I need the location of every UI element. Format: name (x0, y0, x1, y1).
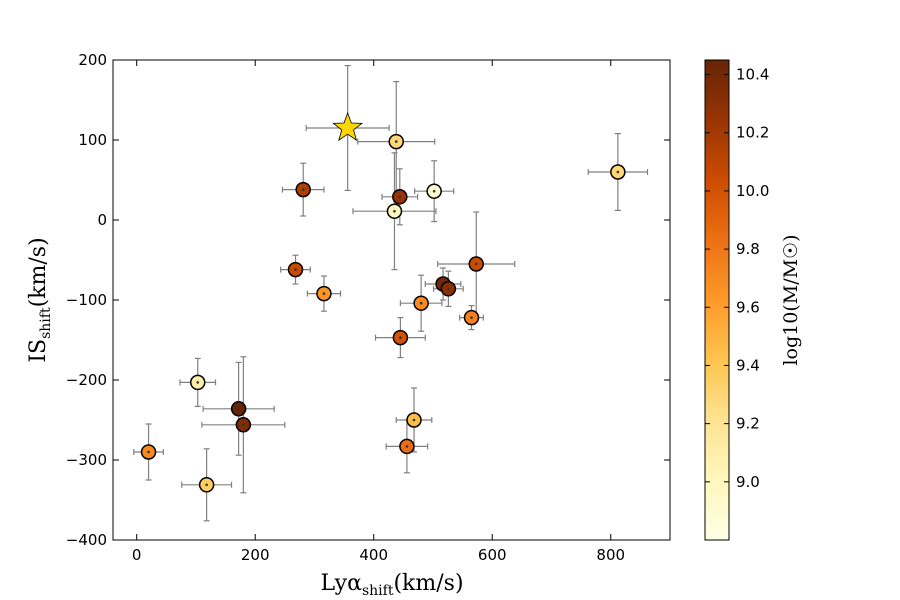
x-tick-label: 0 (132, 546, 142, 564)
x-tick-label: 600 (478, 546, 507, 564)
y-tick-label: −100 (66, 291, 107, 309)
colorbar (704, 59, 730, 541)
x-axis-title: Lyαshift(km/s) (320, 571, 463, 599)
data-point-center-11 (398, 195, 402, 199)
x-tick-label: 400 (359, 546, 388, 564)
y-tick-label: 0 (97, 211, 107, 229)
colorbar-tick-label: 9.2 (736, 415, 760, 433)
data-point-center-2 (196, 381, 200, 384)
data-point-center-20 (474, 262, 478, 266)
data-point-center-5 (242, 423, 245, 427)
y-tick-label: −400 (66, 531, 107, 549)
data-point-center-9 (393, 209, 396, 213)
colorbar-tick-label: 10.2 (736, 124, 769, 142)
plot-area-background (113, 60, 670, 540)
data-point-center-4 (237, 407, 240, 411)
colorbar-tick-label: 9.6 (736, 298, 760, 316)
data-point-center-15 (419, 301, 423, 305)
highlight-star-marker (332, 111, 364, 142)
data-point-center-21 (616, 170, 620, 174)
colorbar-ticks: 9.0 9.2 9.4 9.6 9.8 10.0 10.2 10.4 (705, 66, 769, 491)
data-point-center-6 (294, 268, 297, 271)
colorbar-tick-label: 9.8 (736, 240, 760, 258)
y-tick-label: 100 (78, 131, 107, 149)
data-point-center-3 (205, 483, 208, 487)
y-tick-label: 200 (78, 51, 107, 69)
data-point-center-19 (470, 316, 473, 319)
x-tick-label: 800 (596, 546, 625, 564)
data-markers (140, 111, 626, 493)
x-axis: 0 200 400 600 800 (132, 60, 625, 564)
y-tick-label: −300 (66, 451, 107, 469)
data-point-center-10 (394, 140, 398, 143)
colorbar-tick-label: 10.4 (736, 66, 769, 84)
y-axis-title: ISshift(km/s) (26, 237, 54, 362)
x-tick-label: 200 (241, 546, 270, 564)
colorbar-tick-label: 10.0 (736, 182, 769, 200)
data-point-center-16 (432, 189, 436, 193)
data-point-center-12 (399, 336, 402, 339)
colorbar-title: log10(M/M☉) (780, 234, 802, 365)
y-tick-label: −200 (66, 371, 107, 389)
y-axis: −400 −300 −200 −100 0 100 200 (66, 51, 670, 549)
data-point-center-1 (147, 450, 150, 454)
data-point-center-7 (301, 188, 305, 191)
data-point-center-14 (412, 418, 416, 422)
data-point-center-8 (322, 292, 326, 295)
colorbar-tick-label: 9.4 (736, 356, 760, 374)
colorbar-tick-label: 9.0 (736, 473, 760, 491)
data-point-center-13 (405, 445, 409, 448)
data-point-center-18 (447, 287, 450, 291)
